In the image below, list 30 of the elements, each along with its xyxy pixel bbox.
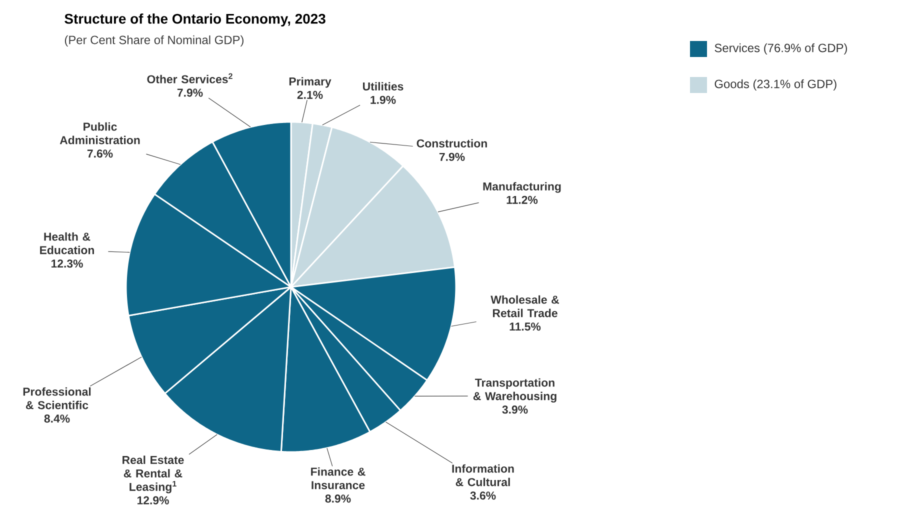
- slice-label: Utilities: [362, 82, 404, 90]
- text: Goods (23.1% of GDP): [714, 79, 836, 91]
- slice-label: Manufacturing: [483, 182, 561, 193]
- data-label: 7.9%: [439, 152, 465, 161]
- slice-label: Real Estate & Rental & Leasing$^{1}$: [122, 456, 184, 494]
- data-label: 3.9%: [502, 406, 528, 414]
- data-label: 8.9%: [325, 494, 351, 503]
- slice-label: Other Services$^{2}$: [147, 73, 232, 84]
- chart-title: Structure of the Ontario Economy, 2023: [64, 13, 326, 26]
- data-label: 1.9%: [370, 96, 396, 104]
- data-label: 11.2%: [506, 196, 538, 204]
- slice-label: Health & Education: [40, 232, 94, 254]
- text: Services (76.9% of GDP): [714, 43, 847, 55]
- slice-label: Transportation & Warehousing: [473, 378, 556, 403]
- data-label: 12.3%: [51, 260, 83, 268]
- chart-subtitle: (Per Cent Share of Nominal GDP): [64, 35, 244, 47]
- slice-label: Wholesale & Retail Trade: [490, 295, 560, 318]
- slice-label: Professional & Scientific: [23, 387, 91, 410]
- data-label: 8.4%: [44, 414, 70, 423]
- data-label: 12.9%: [137, 496, 169, 504]
- data-label: 7.9%: [177, 88, 203, 97]
- slice-label: Construction: [416, 139, 487, 148]
- data-label: 7.6%: [87, 150, 113, 158]
- slice-label: Finance & Insurance: [311, 467, 366, 490]
- slice-label: Information & Cultural: [452, 464, 514, 486]
- data-label: 3.6%: [470, 492, 496, 500]
- data-label: 11.5%: [510, 322, 541, 331]
- slice-label: Public Administration: [60, 122, 140, 144]
- data-label: 2.1%: [297, 90, 323, 99]
- slice-label: Primary: [289, 77, 332, 88]
